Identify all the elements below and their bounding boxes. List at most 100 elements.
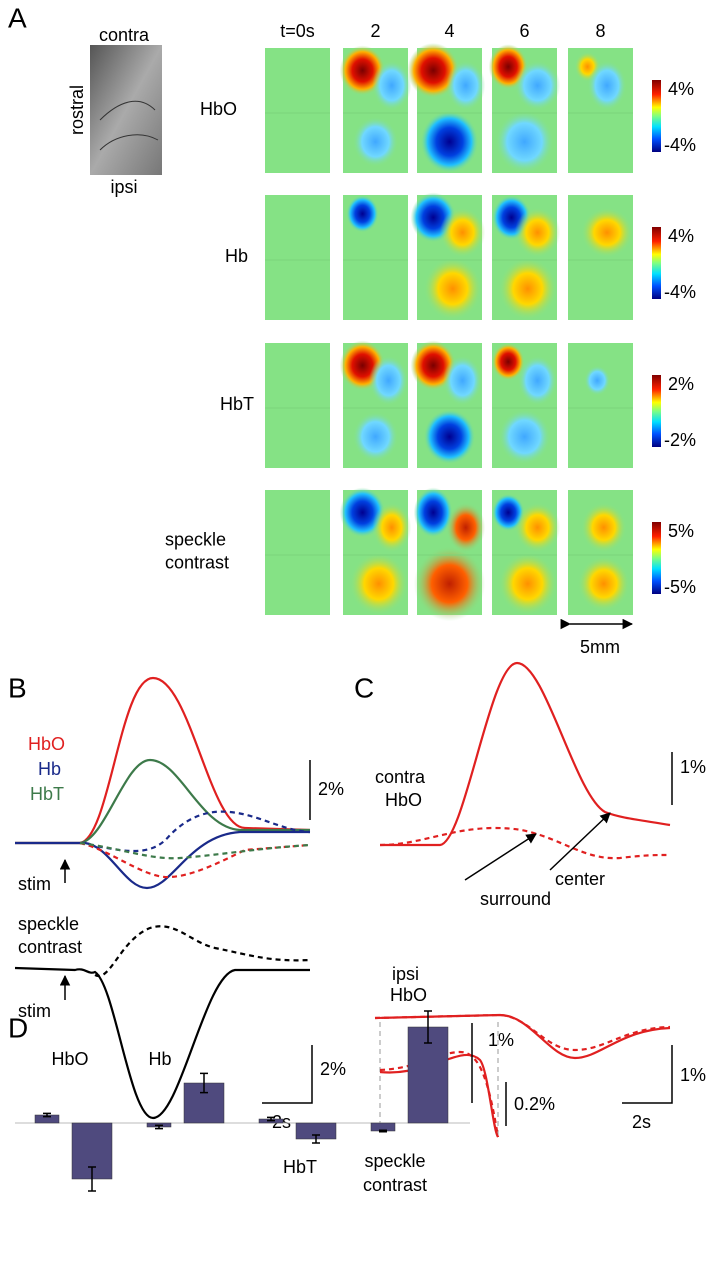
colorbar bbox=[652, 375, 661, 447]
trace bbox=[379, 826, 671, 860]
photo-label: rostral bbox=[67, 85, 87, 135]
heatmap-blob bbox=[352, 116, 399, 167]
trace-label: HbO bbox=[390, 985, 427, 1005]
legend-label: HbO bbox=[28, 734, 65, 754]
heatmap-blob bbox=[349, 552, 408, 615]
time-label: 4 bbox=[444, 21, 454, 41]
scale-label: 0.2% bbox=[514, 1094, 555, 1114]
category-label: speckle bbox=[364, 1151, 425, 1171]
category-label: Hb bbox=[148, 1049, 171, 1069]
heatmap-blob bbox=[577, 556, 630, 612]
heatmap-tile bbox=[265, 343, 330, 468]
scale-label: 5mm bbox=[580, 637, 620, 657]
colorbar-label: -4% bbox=[664, 135, 696, 155]
heatmap-blob bbox=[413, 546, 486, 622]
trace bbox=[379, 1050, 500, 1138]
colorbar bbox=[652, 227, 661, 299]
heatmap-blob bbox=[514, 60, 561, 111]
heatmap-tile bbox=[568, 343, 633, 468]
panel-b: B HbO Hb HbT stim 2% speckle contrast st… bbox=[8, 672, 346, 1131]
trace bbox=[14, 966, 310, 1120]
heatmap-blob bbox=[413, 487, 453, 538]
heatmap-blob bbox=[518, 355, 557, 406]
colorbar-label: 4% bbox=[668, 79, 694, 99]
time-label: 6 bbox=[519, 21, 529, 41]
panel-label: B bbox=[8, 672, 27, 703]
heatmap-blob bbox=[446, 502, 486, 553]
stim-label: stim bbox=[18, 874, 51, 894]
error-bar bbox=[43, 1112, 51, 1118]
scale-bar bbox=[622, 1045, 673, 1104]
heatmap-blob bbox=[352, 411, 399, 462]
trace-label: HbO bbox=[385, 790, 422, 810]
error-bar bbox=[312, 1134, 320, 1144]
trace bbox=[79, 810, 311, 853]
heatmap-blob bbox=[514, 207, 561, 258]
error-bar bbox=[379, 1129, 387, 1133]
category-label: contrast bbox=[363, 1175, 427, 1195]
time-label: 8 bbox=[595, 21, 605, 41]
photo-vessels bbox=[99, 100, 159, 151]
heatmap-blob bbox=[587, 60, 627, 111]
photo-label: contra bbox=[99, 25, 150, 45]
colorbar-label: -2% bbox=[664, 430, 696, 450]
heatmap-blob bbox=[498, 552, 557, 615]
heatmap-tile bbox=[265, 195, 330, 320]
error-bar bbox=[424, 1010, 432, 1044]
time-label: 2 bbox=[370, 21, 380, 41]
scale-bar bbox=[262, 1045, 313, 1104]
colorbar-label: 2% bbox=[668, 374, 694, 394]
arrow bbox=[549, 812, 611, 871]
heatmap-blob bbox=[423, 409, 476, 465]
scale-label: 1% bbox=[488, 1030, 514, 1050]
heatmap-blob bbox=[372, 502, 412, 553]
heatmap-blob bbox=[446, 60, 486, 111]
colorbar bbox=[652, 80, 661, 152]
heatmap-blob bbox=[584, 365, 611, 396]
heatmap-blob bbox=[495, 110, 554, 173]
row-label: HbT bbox=[220, 394, 254, 414]
trace-label: ipsi bbox=[392, 964, 419, 984]
scale-label: 2% bbox=[320, 1059, 346, 1079]
panel-a: A contra rostral ipsi 5mm bbox=[8, 2, 634, 657]
heatmap-blob bbox=[372, 60, 412, 111]
heatmap-blob bbox=[581, 502, 627, 553]
scale-label: 1% bbox=[680, 757, 706, 777]
photo bbox=[90, 45, 162, 175]
heatmap-blob bbox=[498, 257, 557, 320]
heatmap-blob bbox=[346, 195, 379, 233]
annotation: center bbox=[555, 869, 605, 889]
colorbar-label: 5% bbox=[668, 521, 694, 541]
error-bar bbox=[200, 1072, 208, 1094]
trace bbox=[374, 1013, 671, 1052]
row-label: HbO bbox=[200, 99, 237, 119]
trace-label: contra bbox=[375, 767, 426, 787]
heatmap-blob bbox=[581, 207, 633, 258]
trace bbox=[79, 841, 311, 860]
trace bbox=[15, 758, 310, 845]
heatmap-tile bbox=[265, 490, 330, 615]
heatmap-blob bbox=[498, 409, 551, 465]
trace-label: speckle bbox=[18, 914, 79, 934]
colorbar-label: -5% bbox=[664, 577, 696, 597]
trace bbox=[380, 661, 671, 847]
row-label: contrast bbox=[165, 552, 229, 572]
time-label: t=0s bbox=[280, 21, 315, 41]
row-label: speckle bbox=[165, 529, 226, 549]
annotation: surround bbox=[480, 889, 551, 909]
legend-label: HbT bbox=[30, 784, 64, 804]
scale-label: 1% bbox=[680, 1065, 706, 1085]
panel-label: D bbox=[8, 1012, 28, 1043]
scale-label: 2s bbox=[632, 1112, 651, 1132]
heatmap-blob bbox=[407, 43, 460, 98]
trace bbox=[79, 841, 311, 879]
heatmap-blob bbox=[423, 257, 482, 320]
row-label: Hb bbox=[225, 246, 248, 266]
error-bar bbox=[267, 1116, 275, 1122]
panel-label: C bbox=[354, 672, 374, 703]
heatmap-blob bbox=[443, 355, 482, 406]
colorbar-label: 4% bbox=[668, 226, 694, 246]
panel-label: A bbox=[8, 2, 27, 33]
trace bbox=[15, 676, 311, 845]
